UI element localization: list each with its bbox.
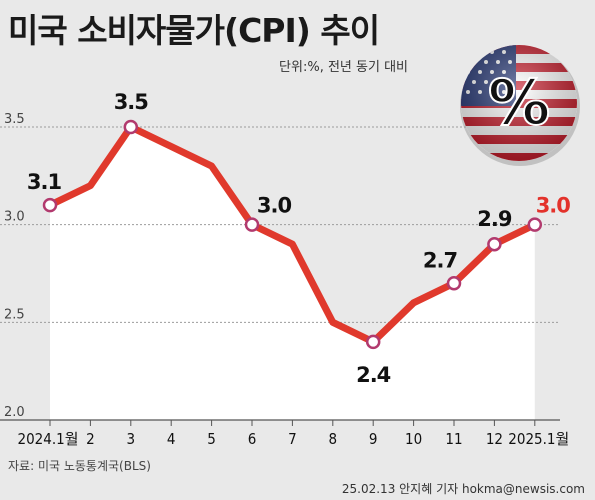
data-point-marker [365, 334, 381, 350]
x-tick-label: 2025.1월 [508, 430, 569, 448]
data-label: 2.4 [356, 363, 391, 387]
x-tick-label: 7 [288, 430, 297, 448]
x-tick-label: 9 [369, 430, 378, 448]
data-label: 3.0 [536, 194, 571, 218]
x-tick-label: 10 [405, 430, 422, 448]
us-flag-percent-icon: % [456, 40, 582, 166]
x-tick-label: 12 [486, 430, 503, 448]
y-tick-label: 3.0 [4, 210, 25, 225]
data-label: 3.5 [114, 90, 149, 114]
x-tick-label: 2024.1월 [17, 430, 78, 448]
x-tick-label: 8 [329, 430, 338, 448]
data-point-marker [244, 217, 260, 232]
data-label: 3.0 [257, 194, 292, 218]
x-tick-label: 11 [445, 430, 462, 448]
data-point-marker [123, 119, 139, 135]
data-point-marker [42, 197, 58, 213]
data-point-marker [446, 276, 462, 291]
plot-area-fill [50, 127, 535, 420]
source-note: 자료: 미국 노동통계국(BLS) [8, 459, 151, 473]
x-tick-label: 6 [248, 430, 257, 448]
credit-line: 25.02.13 안지혜 기자 hokma@newsis.com [341, 482, 585, 496]
data-label: 2.7 [423, 248, 457, 272]
x-tick-label: 5 [207, 430, 216, 448]
y-tick-label: 2.0 [4, 405, 25, 420]
x-tick-label: 3 [127, 430, 136, 448]
y-tick-label: 2.5 [4, 307, 25, 322]
data-point-marker [527, 217, 543, 232]
data-label: 2.9 [477, 207, 512, 231]
x-tick-label: 4 [167, 430, 176, 448]
page-title: 미국 소비자물가(CPI) 추이 [8, 11, 380, 50]
unit-note: 단위:%, 전년 동기 대비 [279, 60, 408, 75]
percent-symbol: % [488, 66, 550, 139]
x-tick-label: 2 [86, 430, 95, 448]
y-tick-label: 3.5 [4, 112, 25, 127]
data-label: 3.1 [27, 170, 62, 194]
data-point-marker [487, 236, 502, 252]
